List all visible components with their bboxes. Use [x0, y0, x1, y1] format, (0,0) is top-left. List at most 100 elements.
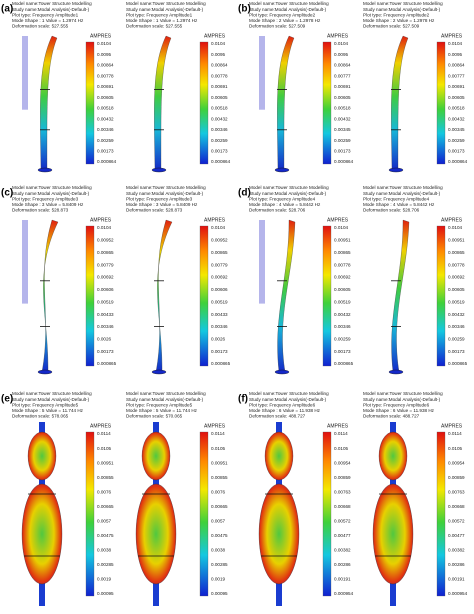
colorbar — [85, 41, 95, 165]
header-line: Mode Shape : 1 Value = 1.2974 Hz — [12, 18, 84, 23]
scale-label: 0.00433 — [97, 312, 114, 317]
scale-label: 0.0105 — [211, 446, 225, 451]
scale-label: 0.00605 — [334, 95, 351, 100]
unit-label: AMPRES — [90, 423, 112, 429]
colorbar — [85, 431, 95, 597]
scale-label: 0.00346 — [448, 324, 465, 329]
unit-label: AMPRES — [327, 423, 349, 429]
scale-label: 0.00519 — [211, 299, 228, 304]
header-line: Deformation scale: 528.873 — [12, 208, 69, 213]
header-line: Plot type: Frequency Amplitude2 — [363, 12, 430, 17]
tower-shape — [40, 35, 58, 171]
scale-label: 0.00173 — [211, 148, 228, 153]
scale-label: 0.00173 — [334, 349, 351, 354]
scale-label: 0.00691 — [211, 84, 228, 89]
scale-label: 0.0038 — [97, 548, 111, 553]
header-line: Deformation scale: 488.727 — [363, 414, 420, 419]
header-line: Model name:Tower Structure Modelling — [249, 1, 329, 6]
scale-label: 0.00865 — [334, 250, 351, 255]
scale-label: 0.00763 — [448, 489, 465, 494]
header-line: Plot type: Frequency Amplitude1 — [126, 12, 193, 17]
colorbar — [322, 225, 332, 367]
header-line: Model name:Tower Structure Modelling — [12, 1, 92, 6]
scale-label: 0.00477 — [334, 533, 351, 538]
header-line: Mode Shape : 1 Value = 1.2974 Hz — [126, 18, 198, 23]
scale-label: 0.000864 — [211, 159, 231, 164]
undeformed-tower — [22, 36, 28, 110]
scale-label: 0.00605 — [97, 95, 114, 100]
scale-label: 0.00605 — [211, 95, 228, 100]
scale-label: 0.00778 — [448, 262, 465, 267]
scale-label: 0.0019 — [211, 577, 225, 582]
header-line: Study name:Modal Analysis(-Default-) — [12, 397, 90, 402]
panel: (b)Model name:Tower Structure ModellingS… — [238, 1, 468, 173]
scale-label: 0.00779 — [97, 262, 114, 267]
undeformed-tower — [259, 36, 265, 110]
scale-label: 0.0057 — [211, 518, 225, 523]
scale-label: 0.0026 — [97, 336, 111, 341]
scale-label: 0.0057 — [97, 518, 111, 523]
tower-shape — [41, 219, 59, 373]
tower-bulb — [141, 431, 171, 481]
header-line: Mode Shape : 6 Value = 11.938 Hz — [363, 408, 435, 413]
scale-label: 0.00691 — [448, 84, 465, 89]
header-line: Plot type: Frequency Amplitude2 — [249, 12, 316, 17]
scale-label: 0.0095 — [211, 52, 225, 57]
tower-shape — [391, 219, 410, 373]
scale-label: 0.00259 — [448, 336, 465, 341]
scale-label: 0.00259 — [97, 138, 114, 143]
header-line: Deformation scale: 528.873 — [126, 208, 183, 213]
scale-label: 0.0038 — [211, 548, 225, 553]
header-line: Mode Shape : 3 Value = 5.8409 Hz — [12, 202, 84, 207]
scale-label: 0.0076 — [97, 489, 111, 494]
scale-label: 0.00345 — [448, 127, 465, 132]
panel-label: (e) — [1, 394, 13, 405]
scale-label: 0.0104 — [334, 225, 348, 230]
scale-label: 0.00432 — [211, 116, 228, 121]
scale-label: 0.00572 — [448, 518, 465, 523]
scale-label: 0.00692 — [211, 275, 228, 280]
scale-label: 0.00691 — [334, 84, 351, 89]
scale-label: 0.00777 — [334, 73, 351, 78]
tower-base — [37, 369, 53, 375]
tower-bulb — [135, 483, 177, 585]
scale-label: 0.00952 — [97, 238, 114, 243]
scale-label: 0.00951 — [334, 238, 351, 243]
scale-label: 0.00432 — [448, 312, 465, 317]
tower-base — [274, 167, 290, 173]
undeformed-tower — [259, 220, 265, 304]
scale-label: 0.00668 — [334, 504, 351, 509]
scale-label: 0.00864 — [448, 63, 465, 68]
scale-label: 0.000864 — [97, 159, 117, 164]
header-line: Study name:Modal Analysis(-Default-) — [12, 191, 90, 196]
scale-label: 0.00518 — [211, 106, 228, 111]
panel: (d)Model name:Tower Structure ModellingS… — [238, 185, 468, 375]
scale-label: 0.00865 — [448, 250, 465, 255]
header-line: Model name:Tower Structure Modelling — [12, 391, 92, 396]
unit-label: AMPRES — [90, 217, 112, 223]
scale-label: 0.00606 — [97, 287, 114, 292]
scale-label: 0.00095 — [211, 591, 228, 596]
scale-label: 0.0104 — [97, 225, 111, 230]
scale-label: 0.0104 — [448, 225, 462, 230]
scale-label: 0.00259 — [211, 138, 228, 143]
tower-bulb — [21, 483, 63, 585]
tower-bulb — [378, 431, 408, 481]
scale-label: 0.0104 — [334, 41, 348, 46]
colorbar — [85, 225, 95, 367]
scale-label: 0.00345 — [334, 127, 351, 132]
panel-label: (d) — [238, 188, 251, 199]
colorbar — [199, 431, 209, 597]
panel: (c)Model name:Tower Structure ModellingS… — [1, 185, 231, 375]
undeformed-tower — [22, 220, 28, 304]
header-line: Model name:Tower Structure Modelling — [249, 185, 329, 190]
scale-label: 0.00777 — [448, 73, 465, 78]
scale-label: 0.00518 — [97, 106, 114, 111]
scale-label: 0.00692 — [448, 275, 465, 280]
colorbar — [436, 41, 446, 165]
scale-label: 0.00191 — [334, 577, 351, 582]
scale-label: 0.00432 — [334, 312, 351, 317]
scale-label: 0.00346 — [211, 324, 228, 329]
scale-label: 0.00173 — [97, 349, 114, 354]
header-line: Study name:Modal Analysis(-Default-) — [363, 7, 441, 12]
